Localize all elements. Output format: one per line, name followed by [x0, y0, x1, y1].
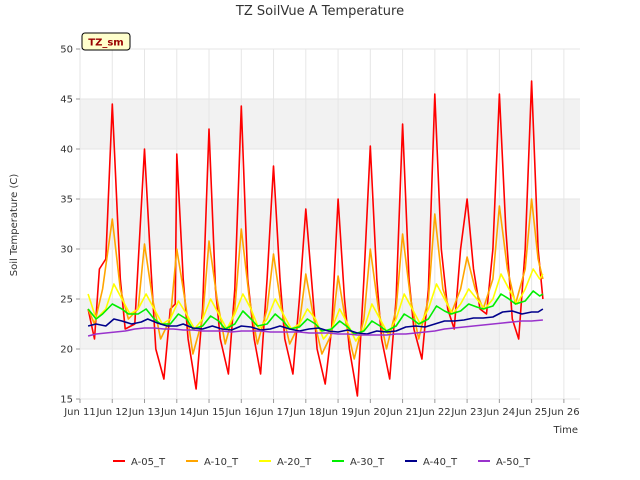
y-axis-label: Soil Temperature (C) [9, 174, 20, 277]
y-tick-label: 50 [60, 45, 73, 56]
legend-label: A-30_T [350, 457, 385, 468]
y-tick-label: 40 [60, 145, 73, 156]
legend-label: A-10_T [204, 457, 239, 468]
series-lines [87, 80, 544, 397]
chart-title: TZ SoilVue A Temperature [235, 4, 404, 19]
y-tick-label: 25 [60, 295, 73, 306]
series-line-A-50_T [87, 319, 543, 337]
legend-label: A-40_T [423, 457, 458, 468]
tag-label: TZ_sm [88, 38, 123, 49]
x-tick-label: Jun 11 [63, 407, 96, 418]
y-tick-label: 45 [60, 95, 73, 106]
legend-label: A-05_T [131, 457, 166, 468]
y-axis: 15 20 25 30 35 40 45 50 [60, 45, 80, 406]
x-tick-label: Jun 17 [257, 407, 290, 418]
x-tick-label: Jun 24 [483, 407, 516, 418]
x-tick-label: Jun 16 [225, 407, 258, 418]
y-tick-label: 20 [60, 345, 73, 356]
x-tick-label: Jun 20 [354, 407, 387, 418]
x-tick-label: Jun 15 [192, 407, 225, 418]
legend-label: A-50_T [496, 457, 531, 468]
x-axis: Jun 11 Jun 12 Jun 13 Jun 14 Jun 15 Jun 16 Jun … [63, 399, 580, 418]
tag-box: TZ_sm [81, 32, 131, 51]
series-line-A-40_T [87, 308, 544, 335]
x-tick-label: Jun 14 [160, 407, 193, 418]
x-tick-label: Jun 22 [418, 407, 451, 418]
x-tick-label: Jun 19 [321, 407, 354, 418]
legend: A-05_T A-10_T A-20_T A-30_T A-40_T A-50_T [113, 457, 531, 468]
x-tick-label: Jun 23 [450, 407, 483, 418]
x-tick-label: Jun 18 [289, 407, 322, 418]
legend-label: A-20_T [277, 457, 312, 468]
y-tick-label: 15 [60, 395, 73, 406]
x-tick-label: Jun 26 [547, 407, 580, 418]
x-axis-label: Time [553, 425, 578, 436]
y-tick-label: 30 [60, 245, 73, 256]
x-tick-label: Jun 21 [386, 407, 419, 418]
x-tick-label: Jun 25 [515, 407, 548, 418]
x-tick-label: Jun 12 [95, 407, 128, 418]
x-tick-label: Jun 13 [128, 407, 161, 418]
grid-band [80, 99, 580, 149]
y-tick-label: 35 [60, 195, 73, 206]
